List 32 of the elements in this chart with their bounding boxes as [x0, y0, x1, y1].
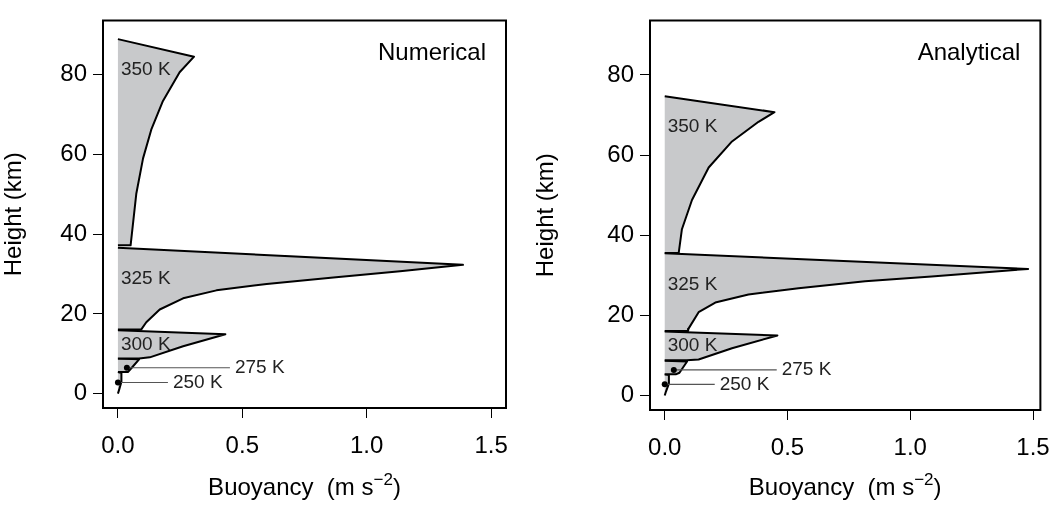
x-tick-label: 0.5 — [770, 433, 805, 461]
annotation: 250 K — [172, 370, 223, 392]
x-tick-label: 1.5 — [474, 431, 508, 459]
x-tick-label: 1.0 — [350, 431, 384, 459]
text: Analytical — [917, 38, 1021, 66]
series-label: 300 K — [667, 334, 718, 356]
y-tick-label: 0 — [73, 378, 87, 406]
x-tick-label: 0.0 — [648, 433, 682, 461]
series-label: 300 K — [120, 332, 171, 354]
y-tick-label: 40 — [607, 219, 634, 247]
x-tick-label: 1.0 — [893, 433, 927, 461]
y-tick-label: 60 — [607, 139, 634, 167]
y-tick-label: 60 — [60, 139, 87, 167]
y-tick-label: 40 — [60, 218, 87, 246]
y-tick-label: 80 — [607, 59, 634, 87]
x-tick-label: 0.0 — [101, 431, 135, 459]
y-axis-title: Height (km) — [0, 152, 27, 277]
annotation: 275 K — [234, 355, 285, 377]
series-label: 325 K — [667, 272, 718, 294]
series-label: 350 K — [120, 58, 171, 80]
y-tick-label: 20 — [60, 298, 87, 326]
y-tick-label: 20 — [607, 300, 634, 328]
y-tick-label: 80 — [60, 59, 87, 87]
annotation: 250 K — [719, 372, 770, 394]
y-axis-title: Height (km) — [531, 153, 559, 278]
x-tick-label: 0.5 — [225, 431, 259, 459]
y-tick-label: 0 — [620, 380, 634, 408]
text: Numerical — [377, 38, 486, 66]
series-label: 325 K — [120, 266, 171, 288]
annotation: 275 K — [781, 358, 832, 380]
series-label: 350 K — [667, 115, 718, 137]
x-tick-label: 1.5 — [1016, 433, 1050, 461]
